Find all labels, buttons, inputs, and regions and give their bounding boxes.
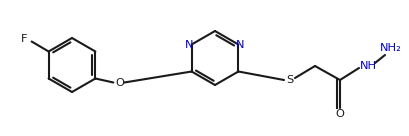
Text: NH: NH: [359, 61, 375, 71]
Text: O: O: [335, 109, 344, 119]
Text: F: F: [21, 35, 28, 44]
Text: O: O: [115, 78, 124, 87]
Text: N: N: [185, 41, 193, 50]
Text: N: N: [236, 41, 244, 50]
Text: NH₂: NH₂: [379, 43, 401, 53]
Text: S: S: [285, 75, 293, 85]
